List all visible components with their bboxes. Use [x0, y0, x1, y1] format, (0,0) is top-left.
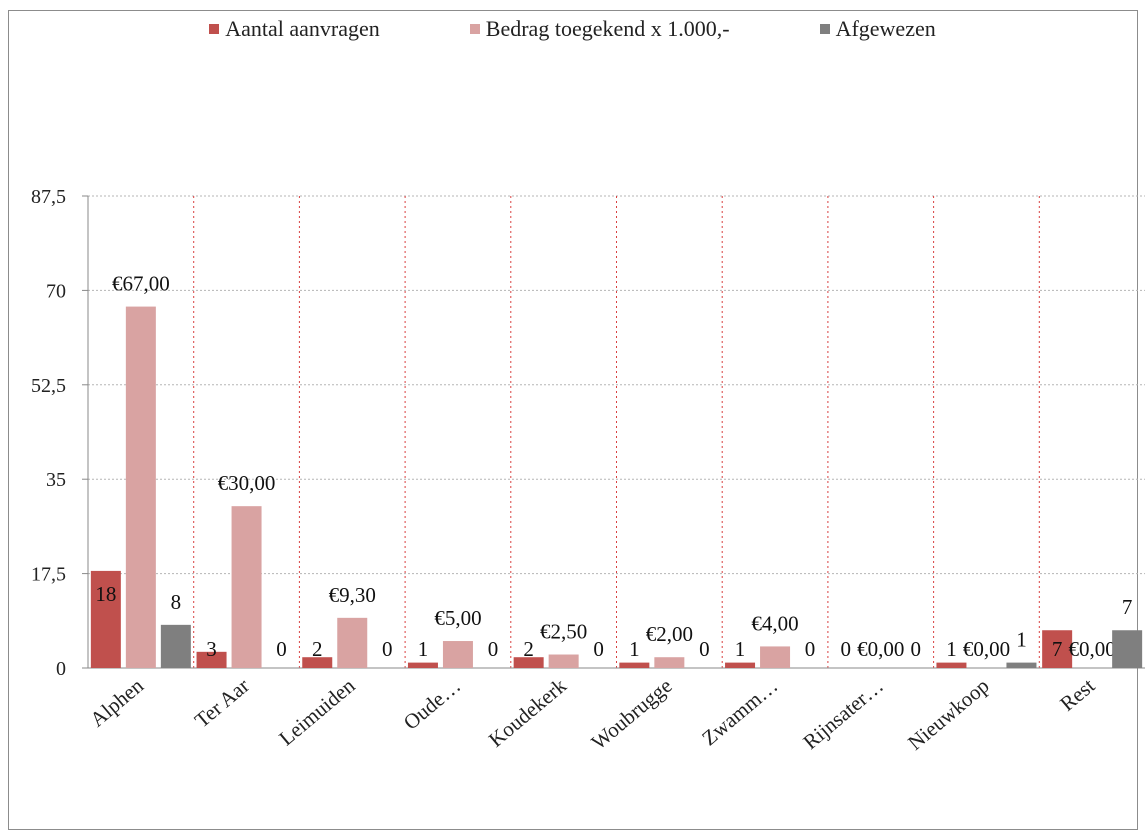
- data-label: 0: [911, 637, 922, 661]
- chart-frame: [8, 10, 1138, 830]
- data-label: €2,50: [540, 620, 587, 644]
- data-label: 3: [206, 637, 217, 661]
- bar-1: [442, 641, 473, 668]
- data-label: 18: [95, 582, 116, 606]
- bar-0: [619, 662, 650, 668]
- y-tick-label: 35: [46, 469, 66, 491]
- bar-0: [513, 657, 544, 668]
- x-tick-label: Alphen: [85, 673, 148, 731]
- data-label: €0,00: [1069, 637, 1116, 661]
- bar-2: [160, 624, 191, 668]
- bar-1: [125, 306, 156, 668]
- legend-swatch-afgewezen: [819, 24, 830, 34]
- bar-1: [654, 657, 685, 668]
- bar-2: [1112, 630, 1143, 668]
- bar-1: [337, 617, 368, 668]
- x-tick-label: Zwamm…: [697, 673, 782, 750]
- data-label: 8: [171, 590, 182, 614]
- data-label: €4,00: [751, 611, 798, 635]
- data-label: 0: [699, 637, 710, 661]
- legend-label-afgewezen: Afgewezen: [835, 16, 936, 41]
- data-label: 0: [593, 637, 604, 661]
- legend-swatch-aantal: [209, 24, 220, 34]
- bar-0: [407, 662, 438, 668]
- bar-0: [196, 651, 227, 668]
- data-label: €2,00: [646, 622, 693, 646]
- x-tick-label: Rijnsater…: [798, 673, 888, 754]
- legend-label-aantal: Aantal aanvragen: [225, 16, 380, 41]
- bar-2: [1006, 662, 1037, 668]
- y-tick-label: 70: [46, 280, 66, 302]
- y-tick-label: 0: [56, 658, 66, 680]
- data-label: 2: [312, 637, 323, 661]
- x-tick-label: Ter Aar: [190, 673, 254, 732]
- bar-0: [302, 657, 333, 668]
- data-label: €30,00: [218, 471, 276, 495]
- y-tick-label: 52,5: [31, 375, 66, 397]
- legend-item-afgewezen: Afgewezen: [819, 16, 936, 42]
- bar-1: [760, 646, 791, 668]
- data-label: 0: [841, 637, 852, 661]
- data-label: 1: [1016, 628, 1027, 652]
- bar-1: [231, 506, 262, 668]
- y-tick-label: 87,5: [31, 186, 66, 208]
- x-tick-label: Koudekerk: [484, 673, 571, 752]
- x-tick-label: Leimuiden: [274, 673, 359, 750]
- x-tick-label: Nieuwkoop: [903, 673, 993, 754]
- bar-1: [548, 654, 579, 668]
- data-label: 2: [523, 637, 534, 661]
- legend-label-bedrag: Bedrag toegekend x 1.000,-: [485, 16, 730, 41]
- data-label: 0: [805, 637, 816, 661]
- legend: Aantal aanvragen Bedrag toegekend x 1.00…: [0, 16, 1145, 42]
- bar-0: [725, 662, 756, 668]
- data-label: 1: [946, 637, 957, 661]
- data-label: 7: [1052, 637, 1063, 661]
- data-label: €9,30: [329, 583, 376, 607]
- data-label: 0: [488, 637, 499, 661]
- bar-0: [90, 570, 121, 668]
- x-tick-label: Rest: [1055, 673, 1099, 715]
- data-label: €0,00: [857, 637, 904, 661]
- y-tick-label: 17,5: [31, 564, 66, 586]
- x-tick-label: Oude…: [399, 673, 465, 734]
- data-label: 0: [276, 637, 287, 661]
- data-label: 1: [418, 637, 429, 661]
- data-label: 7: [1122, 595, 1133, 619]
- data-label: 0: [382, 637, 393, 661]
- data-label: €67,00: [112, 272, 170, 296]
- x-tick-label: Woubrugge: [586, 673, 676, 754]
- bar-0: [936, 662, 967, 668]
- legend-item-aantal: Aantal aanvragen: [209, 16, 380, 42]
- data-label: €0,00: [963, 637, 1010, 661]
- bar-0: [1042, 630, 1073, 668]
- legend-swatch-bedrag: [469, 24, 480, 34]
- data-label: 1: [629, 637, 640, 661]
- data-label: €5,00: [434, 606, 481, 630]
- legend-item-bedrag: Bedrag toegekend x 1.000,-: [469, 16, 730, 42]
- data-label: 1: [735, 637, 746, 661]
